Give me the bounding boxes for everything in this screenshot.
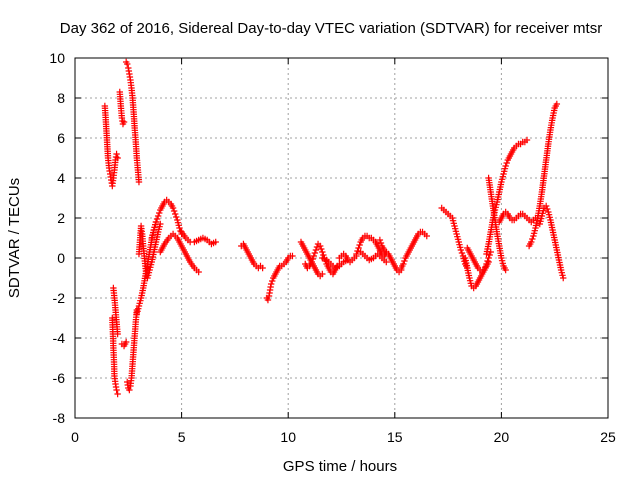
data-point [152, 218, 160, 226]
y-tick-label: -8 [53, 410, 66, 426]
data-point [544, 205, 551, 213]
y-tick-label: -2 [53, 290, 66, 306]
data-point [289, 252, 296, 260]
data-point [114, 154, 121, 162]
data-point [528, 238, 535, 246]
data-point [356, 241, 363, 249]
data-point [114, 330, 121, 338]
data-point [310, 252, 317, 260]
data-point [269, 277, 276, 285]
data-point [311, 249, 319, 257]
data-point [114, 390, 121, 398]
data-point [122, 338, 130, 346]
data-point [320, 251, 327, 259]
data-point [457, 246, 465, 254]
data-point [316, 242, 324, 250]
data-point [486, 251, 493, 259]
y-tick-label: 2 [57, 210, 65, 226]
data-point [400, 260, 407, 268]
data-point [318, 245, 325, 253]
y-tick-label: 8 [57, 90, 65, 106]
data-point [120, 118, 128, 126]
data-point [503, 159, 510, 167]
y-axis-label: SDTVAR / TECUs [6, 178, 23, 298]
data-point [153, 215, 161, 223]
data-point [259, 264, 266, 272]
data-point [542, 202, 550, 210]
data-point [308, 258, 315, 266]
data-point [264, 296, 272, 304]
data-point [354, 247, 361, 255]
data-point [157, 220, 164, 228]
data-point [523, 136, 531, 144]
x-tick-labels: 0 5 10 15 20 25 [71, 429, 616, 445]
data-point [267, 280, 275, 288]
y-tick-label: 4 [57, 170, 65, 186]
data-point [376, 236, 384, 244]
data-point [319, 248, 326, 256]
x-tick-label: 0 [71, 429, 79, 445]
x-axis-label: GPS time / hours [283, 458, 397, 475]
data-point [172, 210, 179, 218]
data-point [423, 232, 430, 240]
data-point [124, 60, 131, 68]
data-point [170, 207, 178, 215]
data-point [529, 235, 536, 243]
x-tick-label: 5 [178, 429, 186, 445]
x-tick-label: 10 [280, 429, 296, 445]
data-point [176, 224, 183, 232]
data-point [502, 266, 509, 274]
data-point [135, 178, 143, 186]
data-point [312, 246, 320, 254]
x-tick-label: 15 [387, 429, 403, 445]
data-point [560, 274, 567, 282]
data-point [353, 250, 360, 258]
plot-frame [74, 57, 609, 419]
data-point [401, 257, 408, 265]
y-tick-label: -4 [53, 330, 66, 346]
data-point [154, 212, 162, 220]
data-point [309, 255, 316, 263]
y-tick-label: 0 [57, 250, 65, 266]
data-point [156, 209, 163, 217]
y-tick-labels: -8 -6 -4 -2 0 2 4 6 8 10 [49, 50, 65, 426]
data-point [485, 258, 492, 266]
data-point [355, 244, 362, 252]
data-point [319, 270, 326, 278]
data-point [212, 238, 219, 246]
data-point [502, 162, 509, 170]
data-point [169, 204, 177, 212]
data-point [126, 386, 133, 394]
data-point [458, 249, 466, 257]
y-tick-label: 10 [49, 50, 65, 66]
data-point [173, 213, 180, 221]
data-point [113, 150, 120, 158]
chart-title: Day 362 of 2016, Sidereal Day-to-day VTE… [60, 20, 602, 37]
data-point [377, 239, 385, 247]
data-point [383, 258, 390, 266]
y-tick-label: 6 [57, 130, 65, 146]
data-point [553, 100, 561, 108]
data-point [313, 243, 321, 251]
y-tick-label: -6 [53, 370, 66, 386]
x-tick-label: 25 [600, 429, 616, 445]
x-tick-label: 20 [494, 429, 510, 445]
data-points-layer [101, 58, 567, 398]
data-point [195, 268, 202, 276]
data-point [113, 386, 120, 394]
